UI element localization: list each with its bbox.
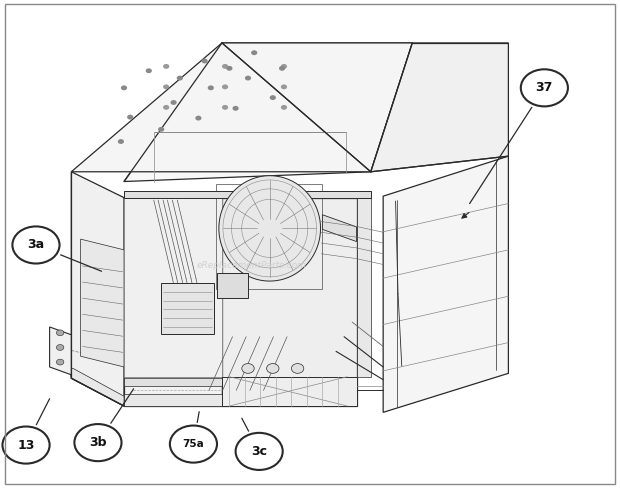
Polygon shape (322, 215, 356, 242)
Circle shape (166, 423, 221, 466)
Circle shape (517, 66, 572, 109)
Text: 75a: 75a (182, 439, 205, 449)
Text: eReplacementParts.com: eReplacementParts.com (196, 262, 306, 270)
Polygon shape (161, 283, 214, 334)
Circle shape (279, 66, 285, 71)
Circle shape (127, 115, 133, 120)
Circle shape (245, 76, 251, 81)
Circle shape (232, 430, 286, 473)
Circle shape (12, 226, 60, 264)
Polygon shape (217, 273, 248, 298)
Circle shape (232, 106, 239, 111)
Polygon shape (219, 176, 321, 281)
Polygon shape (71, 43, 412, 172)
Circle shape (222, 105, 228, 110)
Circle shape (170, 100, 177, 105)
Polygon shape (222, 377, 356, 406)
Circle shape (270, 95, 276, 100)
Circle shape (222, 64, 228, 69)
Circle shape (56, 345, 64, 350)
Text: 37: 37 (536, 81, 553, 94)
Text: 3c: 3c (251, 445, 267, 458)
Polygon shape (222, 198, 356, 406)
Circle shape (163, 64, 169, 69)
Circle shape (74, 424, 122, 461)
Circle shape (267, 364, 279, 373)
Circle shape (242, 364, 254, 373)
Circle shape (202, 59, 208, 63)
Circle shape (291, 364, 304, 373)
Polygon shape (124, 198, 222, 377)
Circle shape (251, 50, 257, 55)
Circle shape (0, 424, 53, 467)
Circle shape (9, 224, 63, 266)
Polygon shape (383, 156, 508, 412)
Circle shape (163, 105, 169, 110)
Polygon shape (81, 239, 124, 367)
Polygon shape (50, 327, 71, 375)
Circle shape (208, 85, 214, 90)
Polygon shape (124, 394, 356, 406)
Circle shape (170, 426, 217, 463)
Circle shape (163, 84, 169, 89)
Text: 3a: 3a (27, 239, 45, 251)
Circle shape (281, 105, 287, 110)
Text: 13: 13 (17, 439, 35, 451)
Polygon shape (371, 43, 508, 172)
Polygon shape (124, 191, 371, 198)
Circle shape (222, 84, 228, 89)
Circle shape (521, 69, 568, 106)
Circle shape (121, 85, 127, 90)
Circle shape (226, 66, 232, 71)
Circle shape (236, 433, 283, 470)
Circle shape (56, 359, 64, 365)
Circle shape (195, 116, 202, 121)
Polygon shape (124, 198, 222, 406)
Circle shape (281, 84, 287, 89)
Circle shape (158, 127, 164, 132)
Circle shape (146, 68, 152, 73)
Circle shape (56, 330, 64, 336)
Circle shape (177, 76, 183, 81)
Polygon shape (68, 368, 124, 406)
Circle shape (118, 139, 124, 144)
Polygon shape (124, 378, 356, 386)
Text: 3b: 3b (89, 436, 107, 449)
Polygon shape (356, 198, 371, 377)
Circle shape (281, 64, 287, 69)
Circle shape (71, 421, 125, 464)
Polygon shape (124, 43, 412, 182)
Polygon shape (71, 172, 124, 406)
Circle shape (2, 427, 50, 464)
